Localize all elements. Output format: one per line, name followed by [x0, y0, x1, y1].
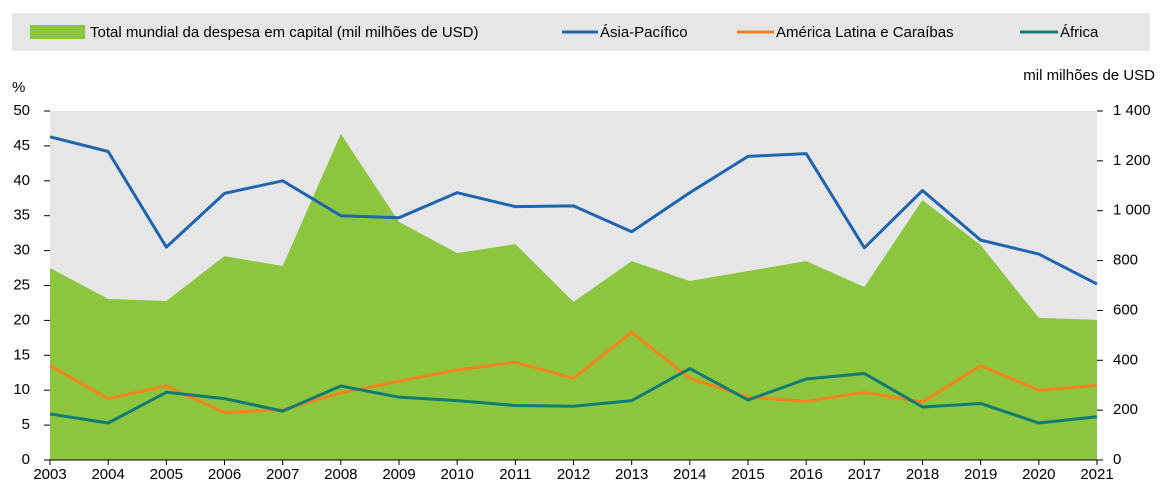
x-tick-label: 2014: [673, 466, 706, 483]
x-tick-label: 2009: [382, 466, 415, 483]
y-tick-label: 0: [22, 451, 30, 468]
x-tick-label: 2006: [208, 466, 241, 483]
y2-tick-label: 0: [1113, 451, 1121, 468]
x-tick-label: 2010: [440, 466, 473, 483]
x-tick-label: 2020: [1022, 466, 1055, 483]
x-tick-label: 2011: [499, 466, 531, 483]
y-tick-label: 35: [13, 207, 30, 224]
line: [49, 330, 1098, 415]
line: [49, 135, 1098, 286]
legend-label: África: [1060, 24, 1099, 41]
y2-tick-label: 200: [1113, 401, 1138, 418]
x-tick-label: 2018: [906, 466, 939, 483]
y2-axis-label: mil milhões de USD: [1023, 67, 1155, 84]
x-tick-label: 2004: [91, 466, 124, 483]
x-tick-label: 2016: [789, 466, 822, 483]
y-tick-label: 40: [13, 172, 30, 189]
y2-tick-label: 1 400: [1113, 102, 1151, 119]
y2-tick-label: 1 000: [1113, 202, 1151, 219]
y-tick-label: 10: [13, 381, 30, 398]
x-tick-label: 2021: [1080, 466, 1113, 483]
x-tick-label: 2005: [150, 466, 183, 483]
x-tick-label: 2015: [731, 466, 764, 483]
x-tick-label: 2012: [557, 466, 590, 483]
line: [49, 367, 1098, 425]
legend-label: Total mundial da despesa em capital (mil…: [90, 24, 479, 41]
x-tick-label: 2019: [964, 466, 997, 483]
area: [50, 133, 1097, 461]
y-tick-label: 45: [13, 137, 30, 154]
x-tick-label: 2003: [33, 466, 66, 483]
x-tick-label: 2013: [615, 466, 648, 483]
legend-label: América Latina e Caraíbas: [776, 24, 954, 41]
x-tick-label: 2008: [324, 466, 357, 483]
x-tick-label: 2017: [848, 466, 881, 483]
y-tick-label: 20: [13, 311, 30, 328]
y-tick-label: 50: [13, 102, 30, 119]
legend-swatch: [30, 25, 85, 39]
y2-tick-label: 800: [1113, 252, 1138, 269]
y2-tick-label: 600: [1113, 301, 1138, 318]
y-tick-label: 15: [13, 346, 30, 363]
legend-label: Ásia-Pacífico: [600, 24, 688, 41]
y2-tick-label: 1 200: [1113, 152, 1151, 169]
x-tick-label: 2007: [266, 466, 299, 483]
y-axis-label: %: [12, 79, 25, 96]
y-tick-label: 30: [13, 242, 30, 259]
y2-tick-label: 400: [1113, 351, 1138, 368]
y-tick-label: 5: [22, 416, 30, 433]
y-tick-label: 25: [13, 276, 30, 293]
